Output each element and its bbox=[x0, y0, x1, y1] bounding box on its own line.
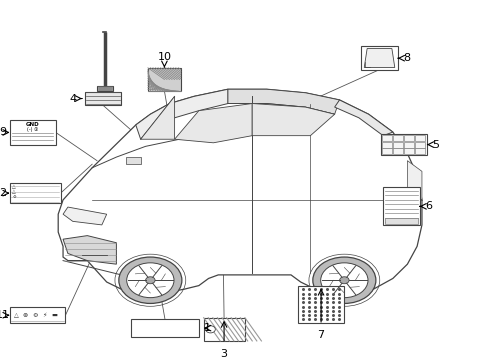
Bar bbox=[131, 319, 198, 337]
Polygon shape bbox=[407, 161, 421, 200]
Bar bbox=[381, 148, 392, 154]
Bar bbox=[392, 148, 402, 154]
Text: ⚙: ⚙ bbox=[12, 195, 16, 200]
Circle shape bbox=[145, 277, 155, 284]
Text: △: △ bbox=[12, 184, 16, 189]
Text: ⚙: ⚙ bbox=[32, 312, 38, 318]
Polygon shape bbox=[363, 49, 394, 67]
Bar bbox=[403, 135, 413, 141]
Bar bbox=[10, 307, 65, 323]
Bar bbox=[384, 218, 417, 224]
Polygon shape bbox=[63, 236, 116, 264]
Text: GND: GND bbox=[26, 122, 40, 127]
Text: 10: 10 bbox=[157, 52, 171, 62]
Text: 9: 9 bbox=[0, 127, 6, 137]
Bar bbox=[85, 92, 121, 105]
Bar bbox=[10, 183, 60, 203]
Text: 4: 4 bbox=[69, 94, 76, 104]
Bar bbox=[414, 142, 424, 148]
Bar bbox=[414, 148, 424, 154]
Text: 2: 2 bbox=[0, 188, 6, 198]
Polygon shape bbox=[252, 104, 334, 136]
Text: ▬: ▬ bbox=[51, 312, 57, 318]
Bar bbox=[381, 142, 392, 148]
Bar bbox=[392, 135, 402, 141]
Polygon shape bbox=[140, 96, 174, 139]
Circle shape bbox=[119, 257, 182, 303]
Polygon shape bbox=[334, 100, 392, 136]
Text: 3: 3 bbox=[220, 349, 227, 357]
Bar bbox=[380, 134, 426, 155]
Text: 8: 8 bbox=[403, 53, 410, 63]
Bar bbox=[392, 142, 402, 148]
Circle shape bbox=[126, 263, 174, 298]
Bar bbox=[403, 142, 413, 148]
Bar bbox=[403, 148, 413, 154]
Bar bbox=[97, 86, 112, 91]
Polygon shape bbox=[174, 104, 252, 143]
Bar bbox=[382, 187, 419, 225]
Text: ⚡: ⚡ bbox=[43, 312, 47, 318]
Bar bbox=[148, 68, 181, 91]
Bar bbox=[361, 46, 397, 70]
Circle shape bbox=[320, 263, 367, 298]
Text: (-) ①: (-) ① bbox=[27, 127, 38, 132]
Polygon shape bbox=[63, 207, 106, 225]
Circle shape bbox=[339, 277, 348, 284]
Text: 1: 1 bbox=[203, 323, 210, 333]
Text: △: △ bbox=[14, 312, 18, 318]
Bar bbox=[10, 120, 56, 145]
Polygon shape bbox=[126, 157, 140, 164]
Bar bbox=[414, 135, 424, 141]
Circle shape bbox=[312, 257, 375, 303]
Bar bbox=[298, 286, 344, 323]
Text: 6: 6 bbox=[424, 201, 431, 211]
Text: ⊗: ⊗ bbox=[23, 312, 28, 318]
Polygon shape bbox=[227, 89, 339, 114]
Text: △: △ bbox=[12, 190, 16, 195]
Bar bbox=[203, 318, 244, 341]
Text: 7: 7 bbox=[317, 330, 324, 340]
Bar bbox=[381, 135, 392, 141]
Text: 11: 11 bbox=[0, 310, 9, 320]
Polygon shape bbox=[58, 89, 421, 293]
Polygon shape bbox=[136, 89, 227, 139]
Text: 5: 5 bbox=[432, 140, 439, 150]
Circle shape bbox=[205, 326, 215, 333]
